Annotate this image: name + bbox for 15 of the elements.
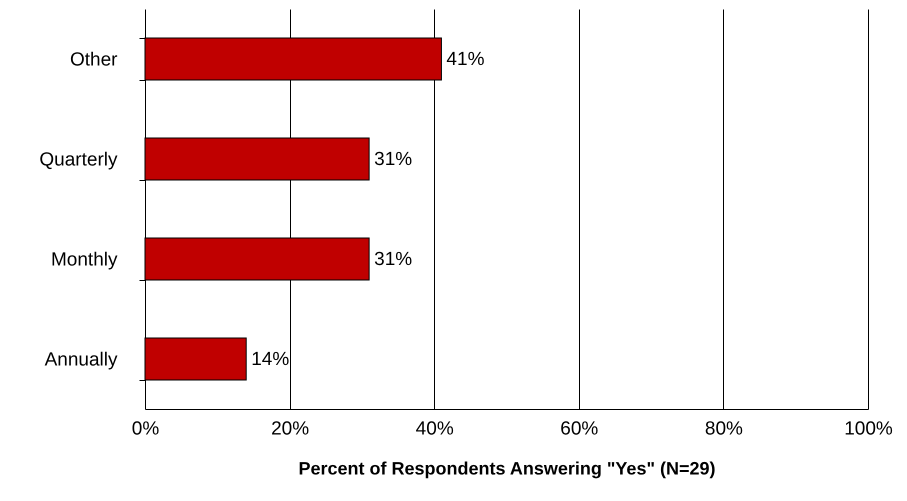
data-label: 31% — [374, 149, 412, 170]
data-label: 31% — [374, 249, 412, 270]
y-tick-label: Quarterly — [39, 150, 118, 170]
y-tick-label: Annually — [44, 350, 118, 370]
x-axis-title: Percent of Respondents Answering "Yes" (N=29) — [298, 458, 716, 478]
data-label: 41% — [446, 49, 485, 70]
y-tick-label: Other — [70, 50, 118, 70]
y-tick-label: Monthly — [50, 250, 118, 270]
x-tick-label: 80% — [704, 418, 744, 440]
x-tick-label: 60% — [560, 418, 598, 440]
x-tick-label: 20% — [271, 418, 310, 440]
x-tick-label: 100% — [844, 418, 893, 440]
data-label: 14% — [251, 349, 290, 370]
x-tick-label: 0% — [132, 418, 160, 440]
x-tick-label: 40% — [416, 418, 454, 440]
